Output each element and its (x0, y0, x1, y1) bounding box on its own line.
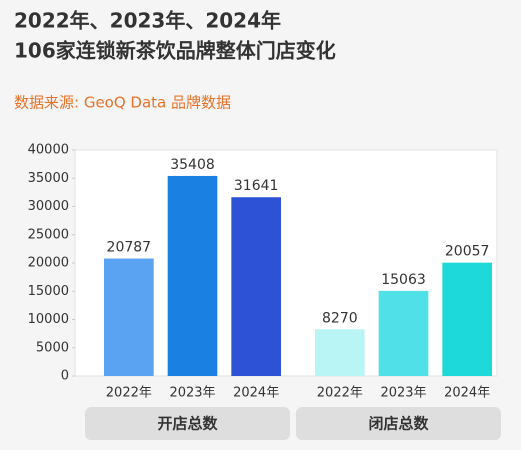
y-tick-label: 10000 (28, 312, 69, 327)
value-label: 20057 (445, 244, 490, 260)
x-tick-label: 2022年 (317, 386, 363, 401)
group-label: 闭店总数 (368, 415, 429, 433)
value-label: 15063 (381, 272, 426, 288)
bar (378, 290, 429, 376)
source-note: 数据来源: GeoQ Data 品牌数据 (14, 94, 231, 112)
bar (167, 175, 218, 376)
bar (315, 329, 365, 376)
bar (442, 262, 492, 376)
value-label: 31641 (234, 178, 279, 194)
value-label: 20787 (107, 240, 152, 256)
y-tick-label: 30000 (28, 199, 69, 214)
bar (231, 197, 281, 376)
x-tick-label: 2022年 (106, 386, 152, 401)
value-label: 35408 (170, 157, 215, 173)
x-tick-label: 2023年 (380, 386, 426, 401)
value-label: 8270 (322, 310, 358, 326)
group-label: 开店总数 (157, 415, 218, 433)
x-tick-label: 2024年 (233, 386, 279, 401)
y-tick-label: 40000 (28, 143, 69, 158)
y-tick-label: 0 (61, 369, 69, 384)
y-tick-label: 25000 (28, 227, 69, 242)
y-tick-label: 20000 (28, 256, 69, 271)
group-box (85, 407, 290, 440)
chart-title: 2022年、2023年、2024年 (14, 9, 281, 33)
y-tick-label: 15000 (28, 284, 69, 299)
y-tick-label: 35000 (28, 171, 69, 186)
x-tick-label: 2024年 (444, 386, 490, 401)
chart-subtitle: 106家连锁新茶饮品牌整体门店变化 (14, 39, 336, 63)
bar (104, 258, 154, 376)
x-tick-label: 2023年 (169, 386, 215, 401)
group-box (296, 407, 501, 440)
y-tick-label: 5000 (36, 340, 69, 355)
